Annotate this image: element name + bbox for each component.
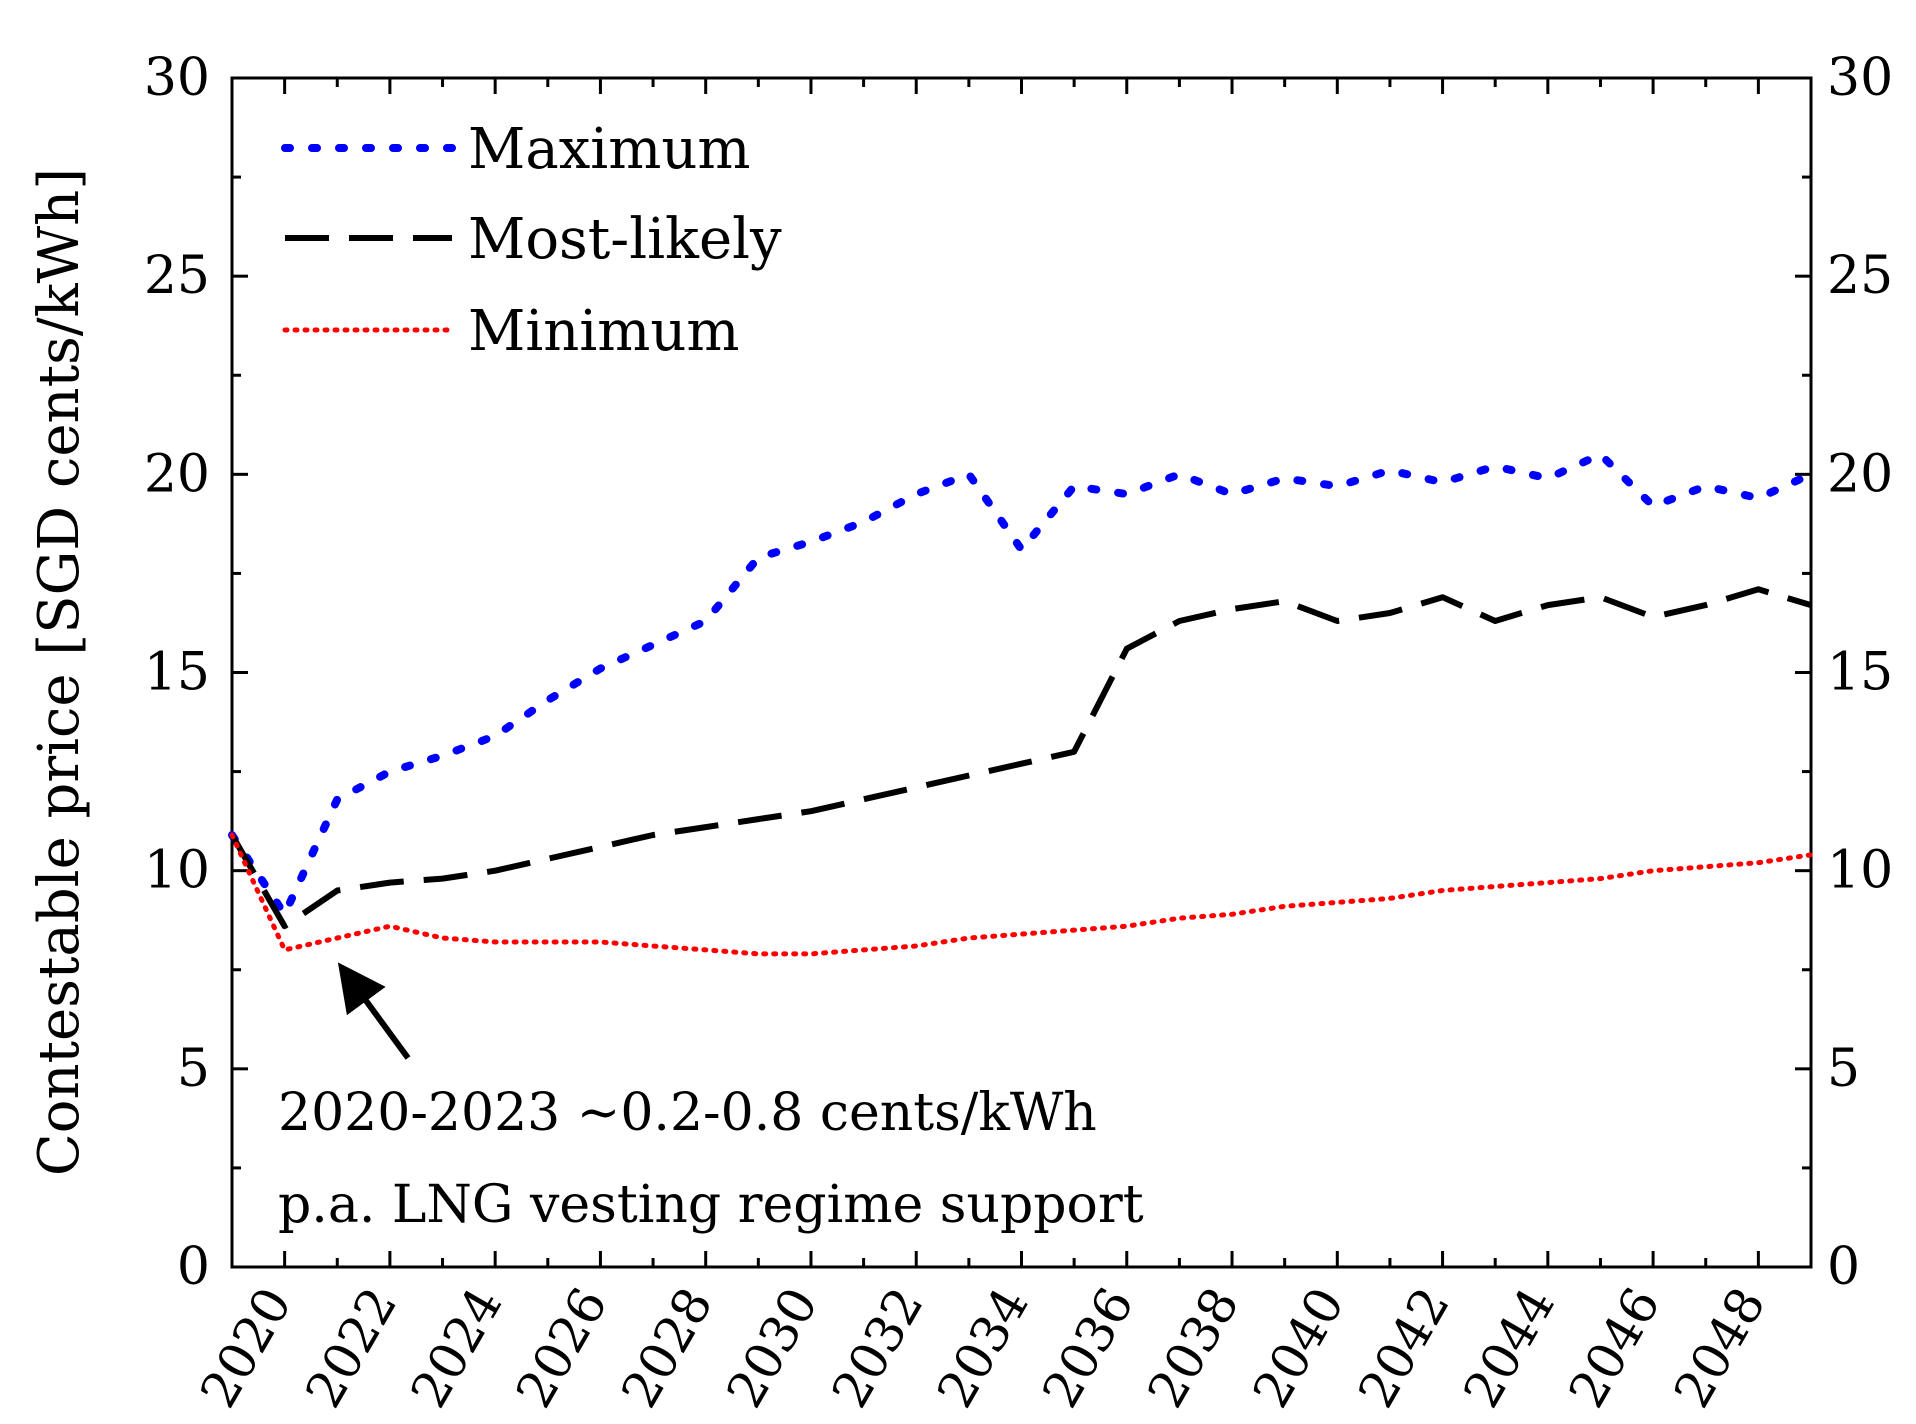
x-tick-label: 2020 xyxy=(189,1278,303,1417)
series-line-maximum xyxy=(228,450,1815,919)
x-tick-label: 2046 xyxy=(1558,1278,1672,1417)
y-tick-label-right: 5 xyxy=(1827,1039,1860,1099)
x-tick-label: 2040 xyxy=(1242,1278,1356,1417)
y-tick-label-left: 15 xyxy=(144,643,210,703)
x-tick-label: 2026 xyxy=(505,1278,619,1417)
y-tick-label-left: 5 xyxy=(177,1039,210,1099)
legend-label-most-likely: Most-likely xyxy=(468,207,782,272)
x-tick-label: 2030 xyxy=(716,1278,830,1417)
series-lines xyxy=(228,450,1815,957)
x-tick-label: 2024 xyxy=(400,1278,514,1417)
x-tick-label: 2022 xyxy=(294,1278,408,1417)
x-tick-label: 2044 xyxy=(1452,1278,1566,1417)
y-tick-label-right: 10 xyxy=(1827,841,1893,901)
y-tick-label-right: 0 xyxy=(1827,1237,1860,1297)
y-tick-label-left: 30 xyxy=(144,48,210,108)
y-axis-ticks: 0 0 5 5 10 10 15 15 20 20 25 25 30 30 xyxy=(144,48,1893,1297)
x-tick-label: 2038 xyxy=(1137,1278,1251,1417)
y-tick-label-right: 30 xyxy=(1827,48,1893,108)
annotation-arrow xyxy=(337,962,411,1060)
x-tick-label: 2032 xyxy=(821,1278,935,1417)
x-tick-label: 2042 xyxy=(1347,1278,1461,1417)
y-tick-label-right: 25 xyxy=(1827,246,1893,306)
legend-label-minimum: Minimum xyxy=(468,299,740,364)
y-axis-title: Contestable price [SGD cents/kWh] xyxy=(27,168,92,1176)
x-tick-label: 2028 xyxy=(610,1278,724,1417)
series-line-most-likely xyxy=(229,586,1812,930)
y-tick-label-left: 0 xyxy=(177,1237,210,1297)
y-tick-label-left: 10 xyxy=(144,841,210,901)
y-tick-label-right: 20 xyxy=(1827,444,1893,504)
annotation: 2020-2023 ~0.2-0.8 cents/kWh p.a. LNG ve… xyxy=(278,962,1144,1235)
y-tick-label-left: 25 xyxy=(144,246,210,306)
y-tick-label-right: 15 xyxy=(1827,643,1893,703)
x-tick-label: 2034 xyxy=(926,1278,1040,1417)
legend-label-maximum: Maximum xyxy=(468,117,751,182)
series-line-minimum xyxy=(229,832,1814,957)
x-tick-label: 2036 xyxy=(1031,1278,1145,1417)
annotation-line-2: p.a. LNG vesting regime support xyxy=(278,1175,1144,1235)
annotation-line-1: 2020-2023 ~0.2-0.8 cents/kWh xyxy=(278,1083,1097,1143)
x-tick-label: 2048 xyxy=(1663,1278,1777,1417)
legend: Maximum Most-likely Minimum xyxy=(281,117,782,364)
y-tick-label-left: 20 xyxy=(144,444,210,504)
